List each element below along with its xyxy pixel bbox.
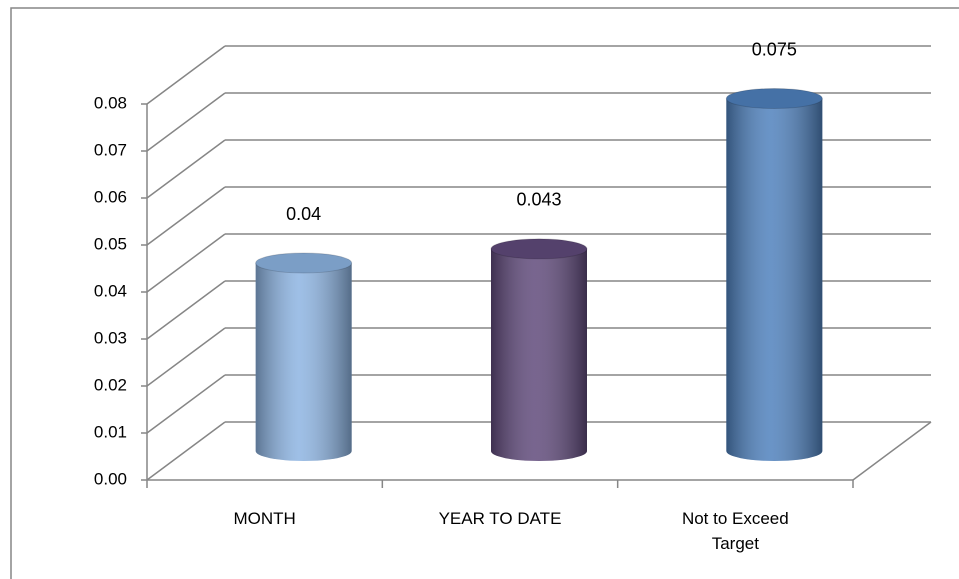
- value-label: 0.075: [752, 39, 797, 59]
- grid-line-side: [146, 139, 226, 199]
- bar-shading: [726, 98, 823, 462]
- grid-line-side: [146, 374, 226, 434]
- value-label: 0.043: [516, 190, 561, 210]
- y-tick-label: 0.03: [94, 328, 127, 347]
- floor-edge: [852, 421, 932, 481]
- x-tick-label: YEAR TO DATE: [438, 509, 562, 528]
- y-tick-label: 0.08: [94, 93, 127, 112]
- chart-border: [10, 7, 959, 579]
- grid-line-side: [146, 186, 226, 246]
- grid-line-side: [146, 233, 226, 293]
- y-tick-label: 0.05: [94, 234, 127, 253]
- bar-top-shading: [726, 88, 823, 109]
- grid-line-side: [146, 327, 226, 387]
- grid-line-side: [146, 421, 226, 481]
- y-tick-label: 0.04: [94, 281, 127, 300]
- value-label: 0.04: [286, 204, 321, 224]
- bar-top-shading: [491, 238, 587, 259]
- grid-line-side: [146, 280, 226, 340]
- y-tick-label: 0.07: [94, 140, 127, 159]
- bar-top: [255, 252, 353, 274]
- y-tick-label: 0.06: [94, 187, 127, 206]
- grid-line-side: [146, 92, 226, 152]
- bar-top-shading: [255, 253, 352, 273]
- y-tick-label: 0.01: [94, 422, 127, 441]
- bar-top: [490, 238, 588, 260]
- bar-top: [725, 88, 823, 109]
- grid-line-side: [146, 45, 226, 105]
- bar-shading: [255, 263, 352, 461]
- x-tick-label: MONTH: [233, 509, 296, 528]
- bar-shading: [491, 248, 587, 461]
- y-tick-label: 0.02: [94, 375, 127, 394]
- y-tick-label: 0.00: [94, 469, 127, 488]
- x-tick-label: Not to Exceed Target: [681, 509, 789, 553]
